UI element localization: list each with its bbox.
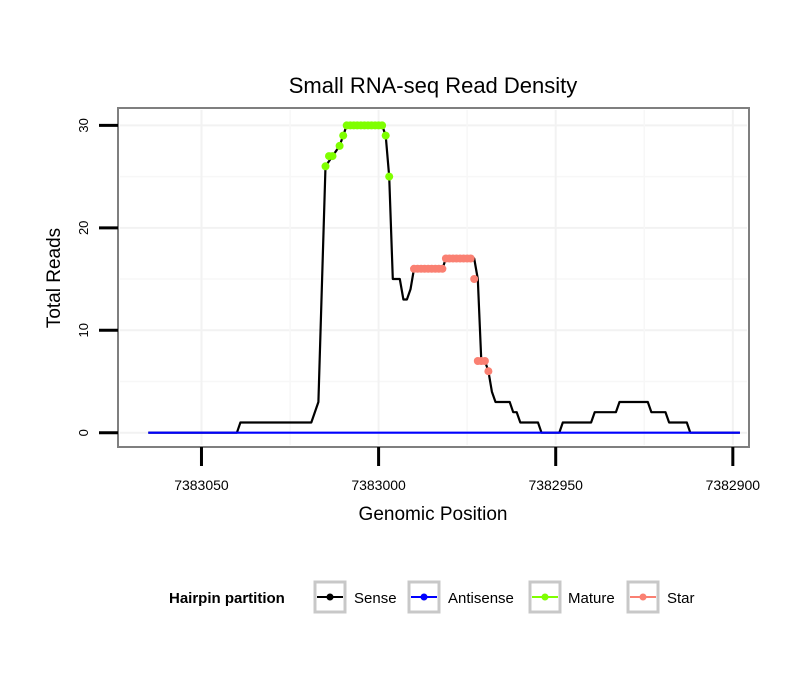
data-point-mature bbox=[378, 121, 387, 130]
series-points bbox=[321, 121, 493, 376]
y-tick-label: 30 bbox=[76, 118, 91, 132]
x-axis-label: Genomic Position bbox=[359, 504, 508, 525]
y-tick-label: 10 bbox=[76, 323, 91, 337]
data-point-mature bbox=[335, 141, 344, 150]
data-point-star bbox=[438, 264, 447, 273]
legend-item-mature: Mature bbox=[528, 580, 615, 614]
data-point-star bbox=[484, 367, 493, 376]
y-axis-label: Total Reads bbox=[44, 228, 65, 328]
series-lines bbox=[148, 124, 740, 434]
legend-item-sense: Sense bbox=[313, 580, 397, 614]
x-tick-label: 7383000 bbox=[351, 477, 406, 493]
x-tick-label: 7383050 bbox=[174, 477, 229, 493]
legend-label-antisense: Antisense bbox=[448, 590, 514, 607]
legend-dot-antisense bbox=[420, 593, 428, 601]
legend-dot-mature bbox=[541, 593, 549, 601]
data-point-mature bbox=[339, 131, 348, 140]
y-tick-label: 20 bbox=[76, 221, 91, 235]
legend-item-antisense: Antisense bbox=[407, 580, 514, 614]
plot-panel bbox=[117, 107, 750, 448]
data-point-mature bbox=[381, 131, 390, 140]
data-point-star bbox=[480, 357, 489, 365]
y-tick-label: 0 bbox=[76, 429, 91, 436]
data-point-mature bbox=[328, 152, 337, 161]
legend-label-sense: Sense bbox=[354, 590, 397, 607]
legend-dot-sense bbox=[326, 593, 334, 601]
legend: Hairpin partition Sense Antisense Mature bbox=[169, 580, 695, 614]
chart-title: Small RNA-seq Read Density bbox=[289, 73, 578, 98]
legend-item-star: Star bbox=[626, 580, 695, 614]
data-point-star bbox=[466, 254, 475, 263]
data-point-mature bbox=[321, 162, 330, 171]
legend-dot-star bbox=[639, 593, 647, 601]
legend-label-mature: Mature bbox=[568, 590, 615, 607]
legend-label-star: Star bbox=[667, 590, 695, 607]
legend-title: Hairpin partition bbox=[169, 590, 285, 607]
x-tick-label: 7382950 bbox=[528, 477, 583, 493]
axis-ticks: 0 10 20 30 7383050 7383000 7382950 7382900 bbox=[76, 118, 760, 493]
series-line-sense bbox=[148, 124, 740, 434]
x-tick-label: 7382900 bbox=[706, 477, 761, 493]
grid-lines bbox=[120, 110, 747, 445]
data-point-star bbox=[470, 275, 479, 283]
data-point-mature bbox=[385, 172, 394, 181]
